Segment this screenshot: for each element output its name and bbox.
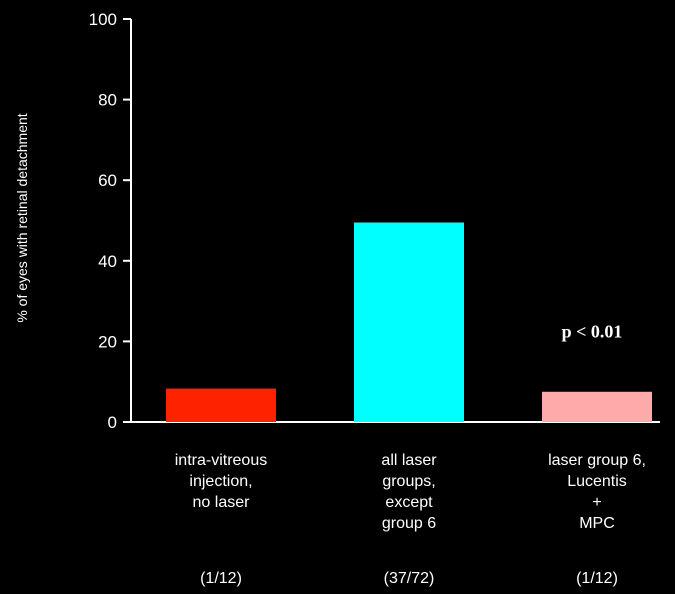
category-label-0-line-1: injection,: [189, 473, 252, 490]
bars: [166, 222, 652, 422]
count-label-2: (1/12): [576, 570, 618, 587]
count-label-0: (1/12): [200, 570, 242, 587]
bar-0: [166, 388, 276, 422]
y-tick-label-20: 20: [98, 332, 117, 351]
category-label-1-line-1: groups,: [382, 473, 435, 490]
category-label-0-line-0: intra-vitreous: [175, 452, 267, 469]
category-label-2-line-2: +: [592, 494, 601, 511]
category-label-0-line-2: no laser: [193, 494, 251, 511]
p-value-annotation: p < 0.01: [562, 321, 623, 341]
count-label-1: (37/72): [384, 570, 435, 587]
category-label-1-line-2: except: [385, 494, 433, 511]
labels: intra-vitreous injection, no laser all lase…: [175, 321, 646, 587]
bar-2: [542, 391, 652, 422]
y-tick-label-100: 100: [89, 10, 117, 29]
category-label-2-line-0: laser group 6,: [548, 452, 646, 469]
bar-1: [354, 222, 464, 422]
category-label-2-line-1: Lucentis: [567, 473, 627, 490]
y-axis-label: % of eyes with retinal detachment: [14, 113, 30, 322]
category-label-1-line-3: group 6: [382, 515, 436, 532]
y-tick-label-60: 60: [98, 171, 117, 190]
category-label-2-line-3: MPC: [579, 515, 615, 532]
category-label-1-line-0: all laser: [381, 452, 437, 469]
y-tick-label-40: 40: [98, 252, 117, 271]
y-tick-label-0: 0: [108, 413, 117, 432]
y-tick-label-80: 80: [98, 91, 117, 110]
